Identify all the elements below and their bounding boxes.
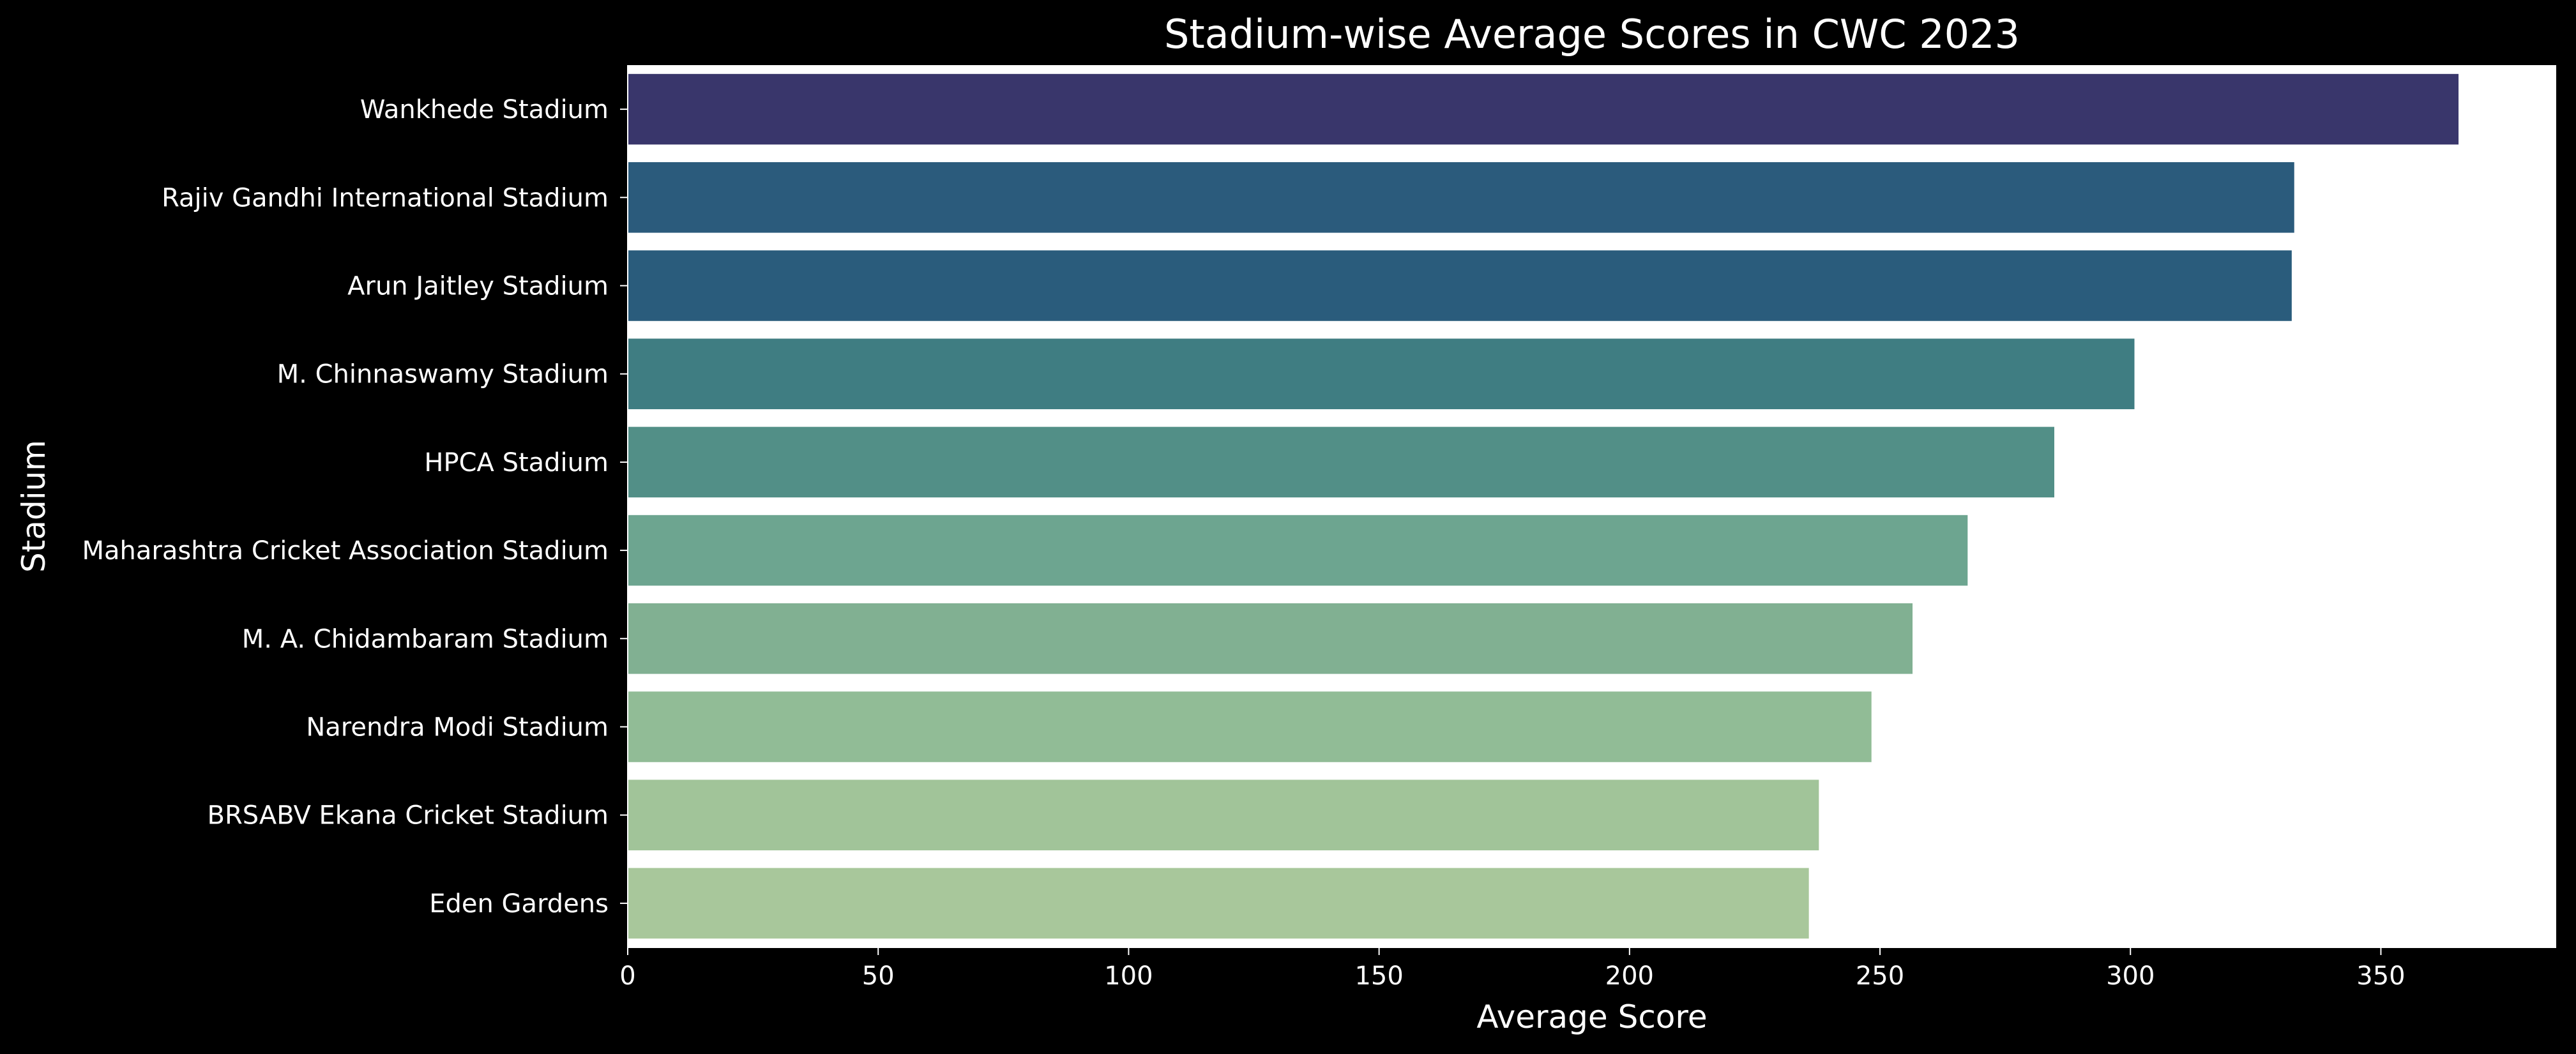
- x-axis-title: Average Score: [1476, 998, 1707, 1035]
- y-tick-label: Narendra Modi Stadium: [306, 713, 609, 742]
- y-tick-label: M. A. Chidambaram Stadium: [242, 624, 609, 654]
- bar-arun-jaitley-stadium: [628, 250, 2292, 321]
- x-ticks: 0 50 100 150 200 250 300 350: [619, 947, 2406, 991]
- y-tick-label: Arun Jaitley Stadium: [347, 272, 609, 301]
- y-tick-label: Rajiv Gandhi International Stadium: [162, 183, 609, 213]
- bar-m-a-chidambaram-stadium: [628, 603, 1913, 674]
- y-tick-label: HPCA Stadium: [424, 448, 609, 478]
- x-tick-label: 50: [862, 961, 895, 991]
- y-tick-label: BRSABV Ekana Cricket Stadium: [208, 801, 609, 831]
- bar-wankhede-stadium: [628, 73, 2459, 145]
- x-tick-label: 150: [1354, 961, 1403, 991]
- y-tick-label: Wankhede Stadium: [360, 95, 609, 124]
- bar-brsabv-ekana-cricket-stadium: [628, 779, 1819, 850]
- x-tick-label: 300: [2106, 961, 2155, 991]
- bar-narendra-modi-stadium: [628, 691, 1872, 762]
- y-axis-title: Stadium: [15, 440, 52, 573]
- x-tick-label: 200: [1605, 961, 1654, 991]
- bar-maharashtra-cricket-association-stadium: [628, 515, 1968, 586]
- bars-group: [628, 73, 2459, 939]
- y-tick-label: Eden Gardens: [429, 889, 609, 919]
- chart-title: Stadium-wise Average Scores in CWC 2023: [1164, 11, 2020, 57]
- y-tick-label: M. Chinnaswamy Stadium: [277, 360, 609, 389]
- x-tick-label: 250: [1856, 961, 1904, 991]
- x-tick-label: 350: [2356, 961, 2405, 991]
- y-tick-label: Maharashtra Cricket Association Stadium: [82, 536, 609, 566]
- bar-m-chinnaswamy-stadium: [628, 338, 2135, 409]
- y-tick-labels: Wankhede Stadium Rajiv Gandhi Internation…: [82, 95, 628, 919]
- bar-eden-gardens: [628, 868, 1809, 939]
- x-tick-label: 100: [1104, 961, 1153, 991]
- bar-hpca-stadium: [628, 426, 2055, 498]
- x-tick-label: 0: [619, 961, 635, 991]
- bar-rajiv-gandhi-international-stadium: [628, 162, 2294, 233]
